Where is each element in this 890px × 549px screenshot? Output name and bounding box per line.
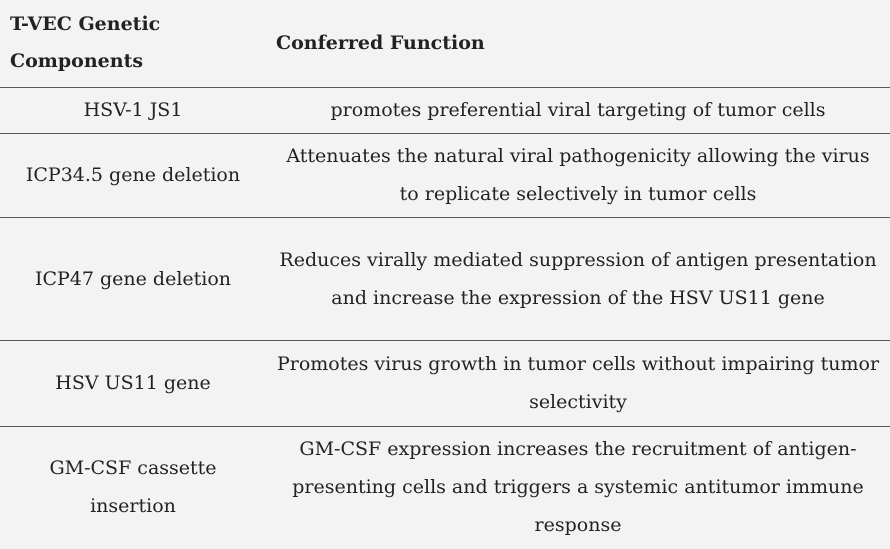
- table-row: HSV US11 gene Promotes virus growth in t…: [0, 340, 890, 427]
- header-components: T-VEC Genetic Components: [0, 0, 266, 88]
- function-cell: GM-CSF expression increases the recruitm…: [292, 438, 864, 537]
- component-cell: GM-CSF cassette insertion: [49, 457, 217, 518]
- function-cell: Attenuates the natural viral pathogenici…: [266, 133, 890, 218]
- component-cell: HSV-1 JS1: [0, 87, 266, 134]
- header-function: Conferred Function: [266, 0, 890, 88]
- table-header-row: T-VEC Genetic Components Conferred Funct…: [0, 0, 890, 88]
- component-cell: ICP47 gene deletion: [0, 217, 266, 341]
- component-cell: ICP34.5 gene deletion: [0, 133, 266, 218]
- table-row: GM-CSF cassette insertion GM-CSF express…: [0, 426, 890, 548]
- component-cell: HSV US11 gene: [0, 340, 266, 427]
- function-cell: promotes preferential viral targeting of…: [266, 87, 890, 134]
- function-cell: Promotes virus growth in tumor cells wit…: [266, 340, 890, 427]
- table-row: HSV-1 JS1 promotes preferential viral ta…: [0, 87, 890, 134]
- function-cell: Reduces virally mediated suppression of …: [266, 217, 890, 341]
- table-row: ICP47 gene deletion Reduces virally medi…: [0, 217, 890, 341]
- table-row: ICP34.5 gene deletion Attenuates the nat…: [0, 133, 890, 218]
